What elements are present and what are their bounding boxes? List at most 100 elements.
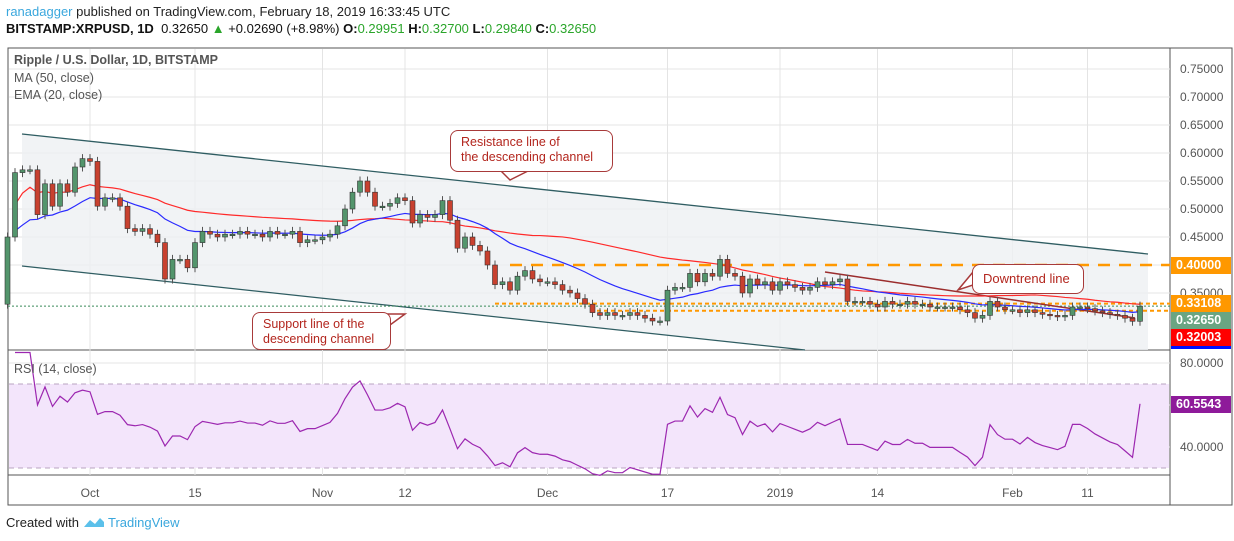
candle-body-down	[1047, 313, 1053, 317]
candle	[207, 226, 213, 239]
price-axis-frame	[1169, 47, 1233, 506]
ema-legend[interactable]: EMA (20, close)	[14, 88, 103, 102]
candle-body-up	[79, 158, 86, 168]
candle-body-up	[334, 225, 341, 235]
candle-body-up	[829, 281, 836, 285]
candle	[739, 271, 746, 298]
candle-body-up	[499, 281, 506, 285]
ma-legend[interactable]: MA (50, close)	[14, 71, 94, 85]
candle-body-up	[852, 301, 858, 304]
author-link[interactable]: ranadagger	[6, 4, 73, 19]
candle	[724, 254, 731, 278]
candle-body-up	[717, 259, 723, 277]
candle	[252, 229, 258, 239]
candle-body-down	[634, 312, 641, 316]
callout-line: Resistance line of	[461, 135, 560, 149]
candle	[979, 310, 986, 323]
tradingview-link[interactable]: TradingView	[108, 515, 180, 530]
candle	[859, 296, 866, 306]
candle	[762, 277, 768, 290]
candle-body-up	[349, 191, 356, 210]
close-label: C:	[535, 21, 550, 36]
candle-body-up	[177, 259, 183, 262]
candle-body-up	[394, 197, 401, 204]
candle-body-up	[72, 166, 78, 193]
high-value: 0.32700	[421, 21, 469, 36]
support-callout: Support line of the descending channel	[252, 312, 391, 350]
symbol-info: BITSTAMP:XRPUSD, 1D 0.32650 ▲ +0.02690 (…	[6, 21, 596, 36]
candle	[784, 277, 791, 290]
candle	[627, 308, 633, 320]
candle	[79, 154, 86, 172]
candle-body-down	[372, 191, 378, 207]
candle-body-up	[267, 231, 273, 238]
candle	[244, 226, 251, 239]
candle	[837, 274, 843, 287]
last-price-tag: 0.32650	[1171, 312, 1231, 329]
candle-body-down	[784, 281, 791, 285]
candle-body-down	[492, 264, 498, 285]
candle-body-down	[1114, 313, 1121, 317]
candle	[612, 308, 618, 320]
close-value: 0.32650	[549, 21, 597, 36]
downtrend-callout: Downtrend line	[972, 264, 1084, 294]
candle-body-down	[132, 228, 138, 232]
candle	[1054, 310, 1061, 321]
candle-body-up	[882, 301, 888, 308]
candle	[1122, 310, 1128, 323]
candle-body-down	[844, 278, 851, 302]
callout-line: descending channel	[263, 332, 375, 346]
candle	[1017, 305, 1023, 318]
candle-body-down	[1099, 310, 1106, 313]
price-axis-label: 0.75000	[1180, 62, 1224, 76]
candle-body-down	[507, 281, 513, 291]
candle	[214, 229, 221, 242]
candle	[709, 268, 716, 281]
candle-body-down	[469, 236, 476, 246]
candle-body-up	[814, 281, 821, 288]
callout-line: Support line of the	[263, 317, 365, 331]
tradingview-logo-icon	[83, 518, 104, 527]
candle	[94, 156, 101, 211]
candle	[1099, 306, 1106, 318]
candle-body-up	[747, 278, 753, 294]
candle-body-down	[94, 161, 101, 207]
candle	[49, 179, 56, 211]
time-axis-label: 11	[1081, 486, 1094, 500]
candle	[237, 226, 243, 239]
candle-body-down	[214, 233, 221, 238]
up-arrow-icon: ▲	[211, 21, 225, 36]
candle-body-down	[364, 180, 371, 193]
candle	[19, 165, 26, 178]
support-level-tag: 0.32003	[1171, 329, 1231, 349]
candle	[604, 308, 611, 320]
candle	[1062, 310, 1068, 321]
candle-body-down	[154, 233, 161, 243]
candle	[544, 277, 551, 287]
rsi-line	[15, 351, 1141, 476]
candle-body-up	[417, 214, 423, 224]
rsi-legend[interactable]: RSI (14, close)	[14, 362, 97, 376]
candle-body-up	[1137, 305, 1143, 322]
candle-body-down	[1107, 312, 1113, 315]
candle	[477, 240, 483, 256]
candle	[1032, 305, 1038, 318]
candle	[1137, 301, 1143, 326]
rsi-band	[9, 384, 1169, 468]
candle-body-up	[687, 273, 693, 288]
candle	[972, 308, 978, 323]
time-axis-label: 17	[660, 486, 675, 500]
candle-body-up	[327, 233, 333, 238]
candle	[454, 215, 461, 253]
time-axis-label: 12	[398, 486, 412, 500]
candle	[139, 224, 146, 236]
candle	[34, 165, 41, 220]
candle	[777, 277, 783, 295]
candle-body-down	[927, 303, 933, 308]
candle	[334, 221, 341, 239]
candle-body-down	[559, 284, 566, 291]
callout-line: the descending channel	[461, 150, 594, 164]
candle	[687, 268, 693, 292]
candle-body-up	[522, 270, 528, 277]
